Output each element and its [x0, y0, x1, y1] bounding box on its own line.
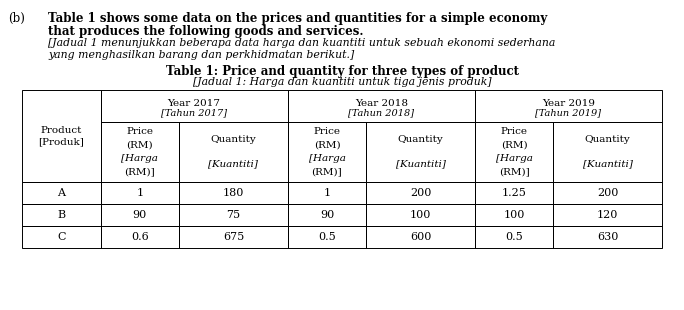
Bar: [179, 122, 288, 182]
Text: Table 1: Price and quantity for three types of product: Table 1: Price and quantity for three ty…: [166, 65, 518, 78]
Text: Price: Price: [313, 127, 341, 136]
Text: Quantity: Quantity: [585, 135, 631, 144]
Text: C: C: [57, 232, 66, 242]
Text: (RM)]: (RM)]: [312, 167, 343, 176]
Bar: [101, 90, 288, 122]
Text: 200: 200: [410, 188, 431, 198]
Text: Table 1 shows some data on the prices and quantities for a simple economy: Table 1 shows some data on the prices an…: [48, 12, 547, 25]
Text: that produces the following goods and services.: that produces the following goods and se…: [48, 25, 363, 38]
Bar: [553, 226, 662, 248]
Text: 100: 100: [410, 210, 431, 220]
Bar: [288, 226, 366, 248]
Bar: [101, 122, 179, 182]
Text: 1: 1: [324, 188, 330, 198]
Text: [Harga: [Harga: [308, 154, 345, 163]
Text: Quantity: Quantity: [211, 135, 256, 144]
Bar: [101, 182, 179, 204]
Text: 200: 200: [597, 188, 618, 198]
Text: Year 2017: Year 2017: [168, 99, 221, 108]
Text: 600: 600: [410, 232, 431, 242]
Text: yang menghasilkan barang dan perkhidmatan berikut.]: yang menghasilkan barang dan perkhidmata…: [48, 50, 354, 60]
Text: Product
[Produk]: Product [Produk]: [38, 126, 84, 146]
Bar: [179, 226, 288, 248]
Text: [Kuantiti]: [Kuantiti]: [209, 160, 259, 169]
Text: (RM)]: (RM)]: [499, 167, 529, 176]
Text: 630: 630: [597, 232, 618, 242]
Text: 90: 90: [133, 210, 147, 220]
Bar: [288, 122, 366, 182]
Bar: [22, 226, 101, 248]
Text: [Harga: [Harga: [496, 154, 533, 163]
Bar: [475, 182, 553, 204]
Bar: [553, 182, 662, 204]
Text: Price: Price: [127, 127, 153, 136]
Text: 0.5: 0.5: [505, 232, 523, 242]
Text: Quantity: Quantity: [397, 135, 443, 144]
Text: B: B: [57, 210, 66, 220]
Bar: [22, 90, 101, 182]
Bar: [553, 122, 662, 182]
Bar: [22, 204, 101, 226]
Bar: [475, 90, 662, 122]
Text: (RM): (RM): [501, 141, 527, 150]
Bar: [179, 204, 288, 226]
Text: 675: 675: [223, 232, 244, 242]
Bar: [475, 226, 553, 248]
Text: Year 2018: Year 2018: [355, 99, 408, 108]
Bar: [475, 204, 553, 226]
Text: (RM): (RM): [127, 141, 153, 150]
Bar: [475, 122, 553, 182]
Text: 180: 180: [223, 188, 244, 198]
Bar: [101, 226, 179, 248]
Text: [Tahun 2017]: [Tahun 2017]: [161, 108, 227, 117]
Bar: [366, 226, 475, 248]
Text: 0.5: 0.5: [318, 232, 336, 242]
Text: 75: 75: [226, 210, 241, 220]
Text: (b): (b): [8, 12, 25, 25]
Text: (RM)]: (RM)]: [124, 167, 155, 176]
Text: [Kuantiti]: [Kuantiti]: [395, 160, 445, 169]
Text: Year 2019: Year 2019: [542, 99, 595, 108]
Text: A: A: [57, 188, 65, 198]
Bar: [553, 204, 662, 226]
Text: Price: Price: [501, 127, 527, 136]
Text: [Jadual 1 menunjukkan beberapa data harga dan kuantiti untuk sebuah ekonomi sede: [Jadual 1 menunjukkan beberapa data harg…: [48, 38, 555, 48]
Text: [Kuantiti]: [Kuantiti]: [583, 160, 633, 169]
Bar: [288, 204, 366, 226]
Bar: [22, 182, 101, 204]
Bar: [366, 122, 475, 182]
Text: [Harga: [Harga: [121, 154, 158, 163]
Text: [Tahun 2018]: [Tahun 2018]: [348, 108, 415, 117]
Bar: [179, 182, 288, 204]
Bar: [101, 204, 179, 226]
Text: 0.6: 0.6: [131, 232, 148, 242]
Bar: [366, 204, 475, 226]
Text: 90: 90: [320, 210, 334, 220]
Text: 1: 1: [136, 188, 144, 198]
Bar: [366, 182, 475, 204]
Text: [Tahun 2019]: [Tahun 2019]: [536, 108, 601, 117]
Text: [Jadual 1: Harga dan kuantiti untuk tiga jenis produk]: [Jadual 1: Harga dan kuantiti untuk tiga…: [193, 77, 491, 87]
Text: 1.25: 1.25: [501, 188, 527, 198]
Text: (RM): (RM): [314, 141, 341, 150]
Bar: [288, 90, 475, 122]
Bar: [288, 182, 366, 204]
Text: 120: 120: [597, 210, 618, 220]
Text: 100: 100: [503, 210, 525, 220]
